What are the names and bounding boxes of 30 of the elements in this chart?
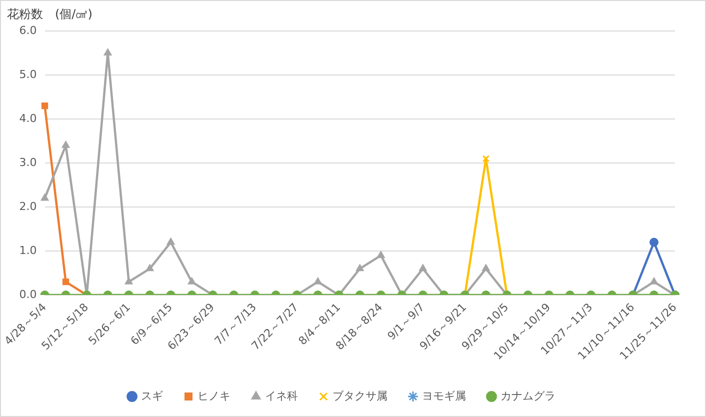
point [649, 238, 658, 247]
point [482, 264, 490, 272]
point [482, 155, 490, 162]
point [62, 140, 70, 148]
point [356, 264, 364, 272]
legend-label: ヨモギ属 [422, 389, 466, 402]
legend-label: カナムグラ [500, 389, 556, 402]
point [314, 277, 322, 284]
legend-label: ブタクサ属 [332, 389, 388, 402]
point [188, 277, 196, 284]
y-tick-label: 6.0 [19, 24, 37, 37]
y-tick-label: 0.0 [19, 288, 37, 301]
legend-label: イネ科 [265, 389, 298, 402]
point [104, 48, 112, 56]
y-axis-title: 花粉数 (個/㎠) [7, 7, 92, 22]
point [124, 277, 133, 284]
point [166, 238, 175, 245]
point [418, 264, 427, 272]
legend-label: スギ [141, 389, 163, 402]
point [41, 102, 48, 110]
point [40, 194, 49, 201]
y-tick-label: 3.0 [19, 156, 37, 169]
point [146, 264, 154, 272]
point [376, 250, 385, 258]
y-tick-label: 1.0 [19, 244, 37, 257]
y-tick-label: 2.0 [19, 200, 37, 213]
point [650, 277, 658, 284]
y-tick-label: 5.0 [19, 68, 37, 81]
y-tick-label: 4.0 [19, 112, 37, 125]
legend-label: ヒノキ [198, 389, 230, 402]
